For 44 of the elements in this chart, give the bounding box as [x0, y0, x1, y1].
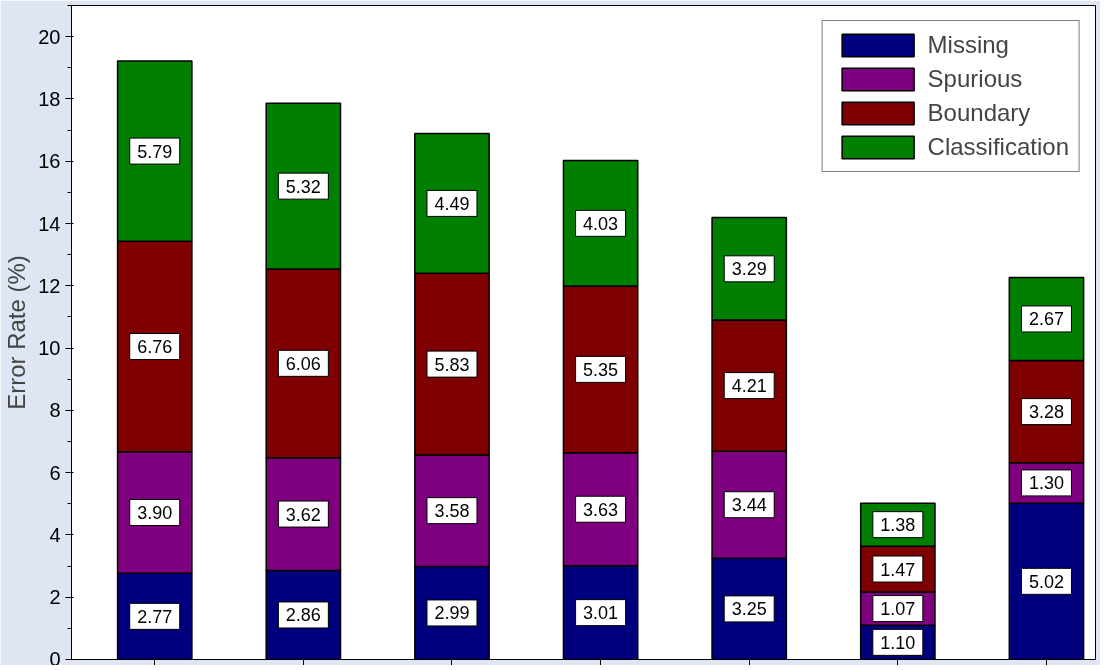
y-tick-label: 6: [49, 461, 61, 484]
data-label: 3.28: [1028, 402, 1064, 423]
data-label: 1.38: [880, 515, 916, 536]
legend-label: Spurious: [927, 65, 1023, 93]
data-label: 5.35: [583, 359, 619, 380]
data-label: 3.90: [137, 503, 173, 524]
data-label: 2.99: [434, 603, 470, 624]
data-label: 3.58: [434, 501, 470, 522]
data-label: 5.83: [434, 354, 470, 375]
y-tick-label: 4: [49, 523, 61, 546]
data-label: 2.86: [285, 605, 321, 626]
y-axis-title: Error Rate (%): [3, 255, 31, 410]
data-label: 3.25: [731, 599, 767, 620]
y-tick-label: 0: [49, 647, 61, 670]
legend-label: Missing: [927, 31, 1009, 59]
data-label: 6.76: [137, 337, 173, 358]
data-label: 5.02: [1028, 571, 1064, 592]
y-tick-label: 10: [38, 337, 61, 360]
data-label: 4.21: [731, 376, 767, 397]
data-label: 1.10: [880, 632, 916, 653]
data-label: 6.06: [285, 353, 321, 374]
y-tick-label: 14: [38, 212, 61, 235]
y-tick-label: 8: [49, 399, 61, 422]
data-label: 4.49: [434, 193, 470, 214]
data-label: 3.01: [583, 603, 619, 624]
y-tick-label: 20: [38, 25, 61, 48]
y-tick-label: 18: [38, 87, 61, 110]
data-label: 3.44: [731, 495, 767, 516]
data-label: 2.77: [137, 606, 173, 627]
data-label: 2.67: [1028, 309, 1064, 330]
data-label: 1.47: [880, 559, 916, 580]
y-tick-label: 16: [38, 150, 61, 173]
data-label: 5.32: [285, 176, 321, 197]
legend-label: Boundary: [927, 99, 1031, 127]
legend-label: Classification: [927, 133, 1069, 161]
y-tick-label: 2: [49, 586, 61, 609]
data-label: 1.07: [880, 599, 916, 620]
y-tick-label: 12: [38, 274, 61, 297]
data-label: 1.30: [1028, 473, 1064, 494]
data-label: 5.79: [137, 141, 173, 162]
data-label: 3.63: [583, 499, 619, 520]
data-label: 3.29: [731, 259, 767, 280]
data-label: 4.03: [583, 213, 619, 234]
data-label: 3.62: [285, 504, 321, 525]
